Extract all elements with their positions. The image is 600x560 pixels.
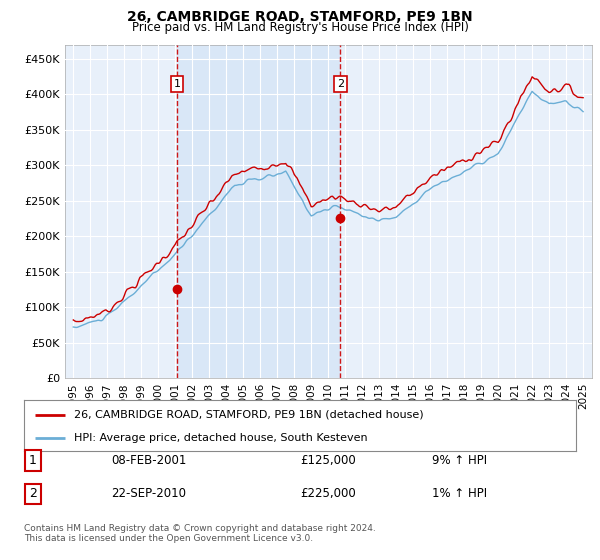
Text: 9% ↑ HPI: 9% ↑ HPI <box>432 454 487 467</box>
Text: 08-FEB-2001: 08-FEB-2001 <box>111 454 187 467</box>
Text: 2: 2 <box>337 79 344 89</box>
Text: 1: 1 <box>29 454 37 467</box>
Text: Price paid vs. HM Land Registry's House Price Index (HPI): Price paid vs. HM Land Registry's House … <box>131 21 469 34</box>
Text: Contains HM Land Registry data © Crown copyright and database right 2024.
This d: Contains HM Land Registry data © Crown c… <box>24 524 376 543</box>
Text: 2: 2 <box>29 487 37 501</box>
Text: 26, CAMBRIDGE ROAD, STAMFORD, PE9 1BN (detached house): 26, CAMBRIDGE ROAD, STAMFORD, PE9 1BN (d… <box>74 409 424 419</box>
Bar <box>177 45 340 378</box>
Text: 1% ↑ HPI: 1% ↑ HPI <box>432 487 487 501</box>
Text: 1: 1 <box>173 79 181 89</box>
Text: 22-SEP-2010: 22-SEP-2010 <box>111 487 186 501</box>
Text: 26, CAMBRIDGE ROAD, STAMFORD, PE9 1BN: 26, CAMBRIDGE ROAD, STAMFORD, PE9 1BN <box>127 10 473 24</box>
Text: HPI: Average price, detached house, South Kesteven: HPI: Average price, detached house, Sout… <box>74 433 367 443</box>
Text: £125,000: £125,000 <box>300 454 356 467</box>
Text: £225,000: £225,000 <box>300 487 356 501</box>
